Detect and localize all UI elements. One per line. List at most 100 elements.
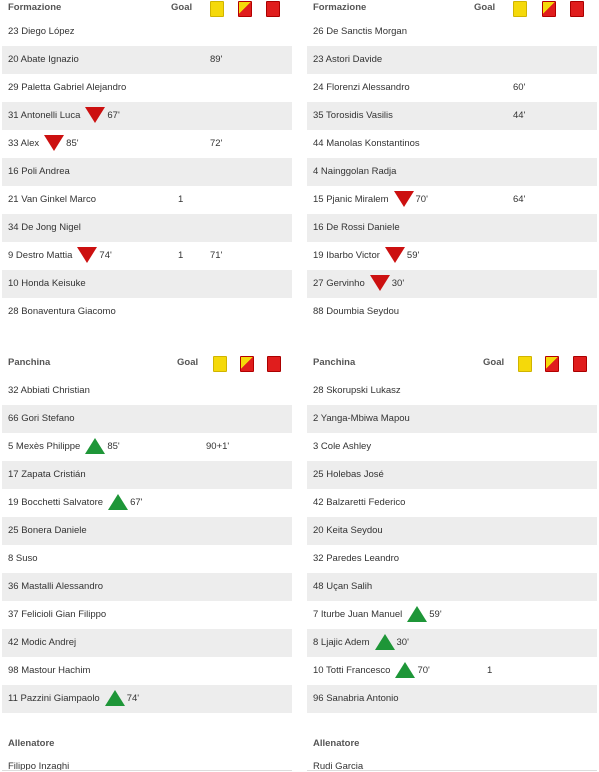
player-name-cell: 7 Iturbe Juan Manuel 59' bbox=[313, 601, 442, 629]
player-name: 34 De Jong Nigel bbox=[8, 222, 81, 233]
player-name-cell: 48 Uçan Salih bbox=[313, 573, 372, 601]
player-name: 66 Gori Stefano bbox=[8, 413, 75, 424]
player-row: 4 Nainggolan Radja bbox=[307, 158, 597, 186]
player-name: 32 Paredes Leandro bbox=[313, 553, 400, 564]
player-row: 8 Suso bbox=[2, 545, 292, 573]
red-card-icon bbox=[570, 1, 584, 17]
player-name: 23 Diego López bbox=[8, 26, 75, 37]
player-row: 5 Mexès Philippe 85' 90+1' bbox=[2, 433, 292, 461]
player-row: 96 Sanabria Antonio bbox=[307, 685, 597, 713]
player-name: 5 Mexès Philippe bbox=[8, 441, 81, 452]
goal-column-header: Goal bbox=[483, 357, 505, 368]
divider bbox=[307, 770, 597, 771]
player-row: 23 Diego López bbox=[2, 18, 292, 46]
substitution-in-icon bbox=[374, 634, 395, 651]
player-row: 48 Uçan Salih bbox=[307, 573, 597, 601]
player-name-cell: 23 Diego López bbox=[8, 18, 75, 46]
player-row: 20 Abate Ignazio 89' bbox=[2, 46, 292, 74]
player-name: 16 De Rossi Daniele bbox=[313, 222, 400, 233]
player-name-cell: 36 Mastalli Alessandro bbox=[8, 573, 103, 601]
player-name-cell: 17 Zapata Cristián bbox=[8, 461, 86, 489]
lineup-title: Formazione bbox=[8, 2, 62, 13]
goals-count: 1 bbox=[178, 250, 184, 261]
player-name-cell: 44 Manolas Konstantinos bbox=[313, 130, 420, 158]
yellow-card-minute: 72' bbox=[210, 138, 223, 149]
player-row: 35 Torosidis Vasilis 44' bbox=[307, 102, 597, 130]
player-name: 10 Honda Keisuke bbox=[8, 278, 86, 289]
player-name-cell: 16 Poli Andrea bbox=[8, 158, 70, 186]
player-row: 24 Florenzi Alessandro 60' bbox=[307, 74, 597, 102]
player-row: 37 Felicioli Gian Filippo bbox=[2, 601, 292, 629]
yellow-card-minute: 71' bbox=[210, 250, 223, 261]
substitution-in-icon bbox=[395, 662, 416, 679]
player-name: 7 Iturbe Juan Manuel bbox=[313, 609, 403, 620]
player-row: 8 Ljajic Adem 30' bbox=[307, 629, 597, 657]
player-row: 42 Modic Andrej bbox=[2, 629, 292, 657]
yellow-card-minute: 60' bbox=[513, 82, 526, 93]
player-row: 25 Bonera Daniele bbox=[2, 517, 292, 545]
substitution-out-icon bbox=[77, 247, 98, 264]
away-lineup-section: Formazione Goal 26 De Sanctis Morgan 23 A… bbox=[307, 0, 597, 326]
player-name-cell: 37 Felicioli Gian Filippo bbox=[8, 601, 106, 629]
substitution-minute: 59' bbox=[429, 609, 442, 620]
player-row: 3 Cole Ashley bbox=[307, 433, 597, 461]
second-yellow-card-icon bbox=[545, 356, 559, 372]
away-lineup-header: Formazione Goal bbox=[307, 0, 597, 18]
player-row: 19 Bocchetti Salvatore 67' bbox=[2, 489, 292, 517]
player-row: 15 Pjanic Miralem 70' 64' bbox=[307, 186, 597, 214]
player-name-cell: 32 Paredes Leandro bbox=[313, 545, 399, 573]
player-name: 31 Antonelli Luca bbox=[8, 110, 81, 121]
player-name-cell: 3 Cole Ashley bbox=[313, 433, 371, 461]
home-lineup-list: 23 Diego López 20 Abate Ignazio 89' 29 Pale… bbox=[2, 18, 292, 326]
second-yellow-card-icon bbox=[240, 356, 254, 372]
goal-column-header: Goal bbox=[474, 2, 496, 13]
substitution-minute: 59' bbox=[406, 250, 420, 261]
player-name: 33 Alex bbox=[8, 138, 40, 149]
player-name-cell: 10 Totti Francesco 70' bbox=[313, 657, 430, 685]
second-yellow-card-icon bbox=[542, 1, 556, 17]
player-row: 34 De Jong Nigel bbox=[2, 214, 292, 242]
player-name-cell: 31 Antonelli Luca 67' bbox=[8, 102, 120, 130]
substitution-minute: 74' bbox=[126, 693, 140, 704]
player-name: 10 Totti Francesco bbox=[313, 665, 391, 676]
player-row: 10 Totti Francesco 70' 1 bbox=[307, 657, 597, 685]
player-name-cell: 25 Bonera Daniele bbox=[8, 517, 87, 545]
substitution-minute: 85' bbox=[66, 138, 79, 149]
coach-title: Allenatore bbox=[8, 738, 55, 749]
goal-column-header: Goal bbox=[177, 357, 199, 368]
player-row: 28 Bonaventura Giacomo bbox=[2, 298, 292, 326]
yellow-card-icon bbox=[518, 356, 532, 372]
player-name-cell: 98 Mastour Hachim bbox=[8, 657, 90, 685]
player-row: 32 Paredes Leandro bbox=[307, 545, 597, 573]
substitution-in-icon bbox=[104, 690, 125, 707]
away-bench-list: 28 Skorupski Lukasz 2 Yanga-Mbiwa Mapou 3 … bbox=[307, 377, 597, 713]
player-row: 26 De Sanctis Morgan bbox=[307, 18, 597, 46]
player-row: 33 Alex 85' 72' bbox=[2, 130, 292, 158]
player-name: 20 Keita Seydou bbox=[313, 525, 383, 536]
player-row: 25 Holebas José bbox=[307, 461, 597, 489]
away-bench-header: Panchina Goal bbox=[307, 352, 597, 372]
player-row: 29 Paletta Gabriel Alejandro bbox=[2, 74, 292, 102]
player-name-cell: 66 Gori Stefano bbox=[8, 405, 75, 433]
player-row: 28 Skorupski Lukasz bbox=[307, 377, 597, 405]
substitution-minute: 30' bbox=[391, 278, 405, 289]
bench-title: Panchina bbox=[8, 357, 51, 368]
player-name-cell: 27 Gervinho 30' bbox=[313, 270, 404, 298]
player-row: 16 Poli Andrea bbox=[2, 158, 292, 186]
player-name-cell: 2 Yanga-Mbiwa Mapou bbox=[313, 405, 410, 433]
player-name-cell: 42 Modic Andrej bbox=[8, 629, 76, 657]
player-row: 21 Van Ginkel Marco 1 bbox=[2, 186, 292, 214]
substitution-minute: 85' bbox=[107, 441, 120, 452]
home-bench-list: 32 Abbiati Christian 66 Gori Stefano 5 Mex… bbox=[2, 377, 292, 713]
player-row: 17 Zapata Cristián bbox=[2, 461, 292, 489]
substitution-minute: 74' bbox=[99, 250, 112, 261]
yellow-card-minute: 64' bbox=[513, 194, 526, 205]
player-name: 8 Ljajic Adem bbox=[313, 637, 370, 648]
yellow-card-minute: 44' bbox=[513, 110, 526, 121]
player-row: 42 Balzaretti Federico bbox=[307, 489, 597, 517]
player-name: 96 Sanabria Antonio bbox=[313, 693, 399, 704]
player-name: 37 Felicioli Gian Filippo bbox=[8, 609, 107, 620]
away-lineup-list: 26 De Sanctis Morgan 23 Astori Davide 24 F… bbox=[307, 18, 597, 326]
player-name-cell: 32 Abbiati Christian bbox=[8, 377, 90, 405]
player-name-cell: 28 Bonaventura Giacomo bbox=[8, 298, 116, 326]
